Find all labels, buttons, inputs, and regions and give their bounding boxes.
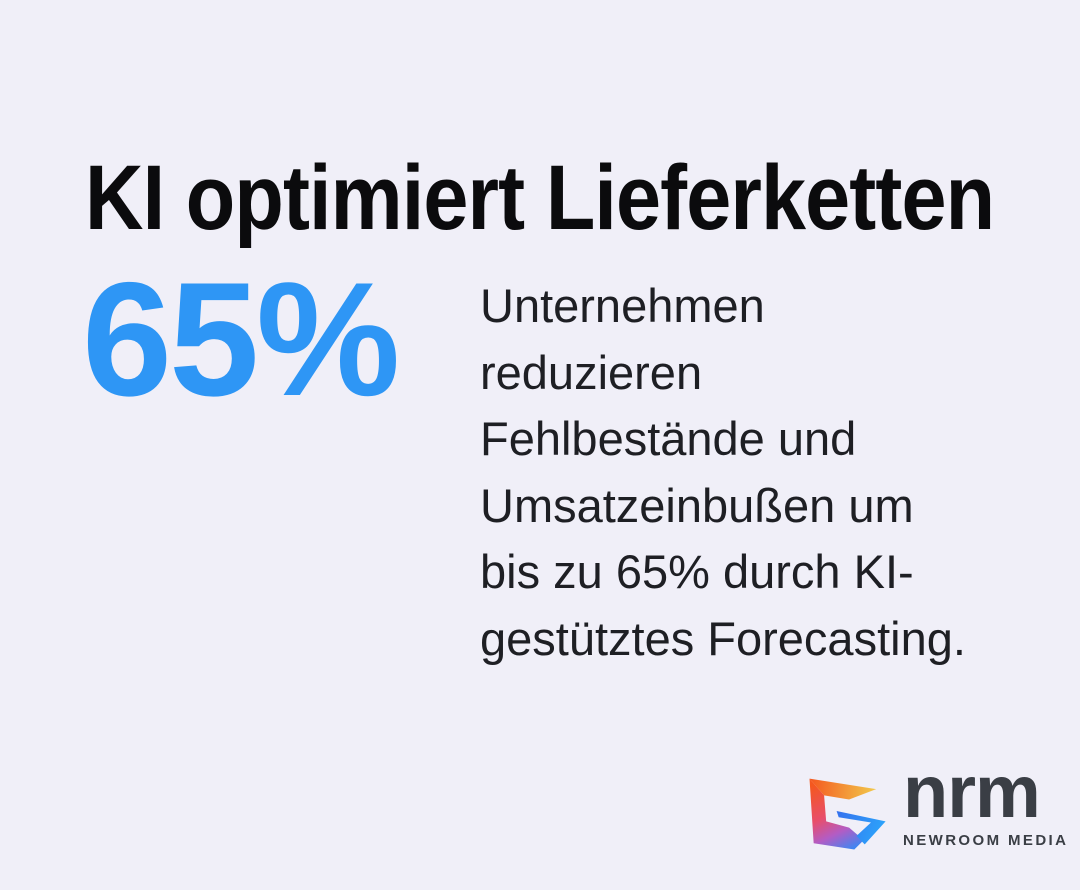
newroom-media-logo-icon [797, 762, 896, 861]
stat-value: 65% [82, 249, 400, 430]
stat-description-line: gestütztes Forecasting. [480, 611, 966, 665]
stat-description-line: Unternehmen [480, 279, 765, 332]
stat-description: Unternehmen reduzieren Fehlbestände und … [480, 273, 966, 672]
stat-description-line: reduzieren [480, 345, 703, 399]
logo-tagline: NEWROOM MEDIA [903, 832, 1069, 849]
page-title: KI optimiert Lieferketten [0, 152, 1080, 244]
stat-description-line: bis zu 65% durch KI- [480, 545, 914, 598]
logo-icon-left-bottom-band [809, 778, 864, 850]
logo-icon-chevron [836, 810, 886, 845]
logo-text-block: nrm NEWROOM MEDIA [903, 750, 1069, 850]
stat-description-line: Umsatzeinbußen um [480, 478, 914, 532]
newroom-media-logo: nrm NEWROOM MEDIA [797, 755, 1068, 861]
logo-wordmark: nrm [903, 750, 1041, 833]
stat-description-line: Fehlbestände und [480, 412, 857, 465]
page-title-text: KI optimiert Lieferketten [85, 146, 995, 249]
logo-icon-top-bar [809, 778, 877, 800]
